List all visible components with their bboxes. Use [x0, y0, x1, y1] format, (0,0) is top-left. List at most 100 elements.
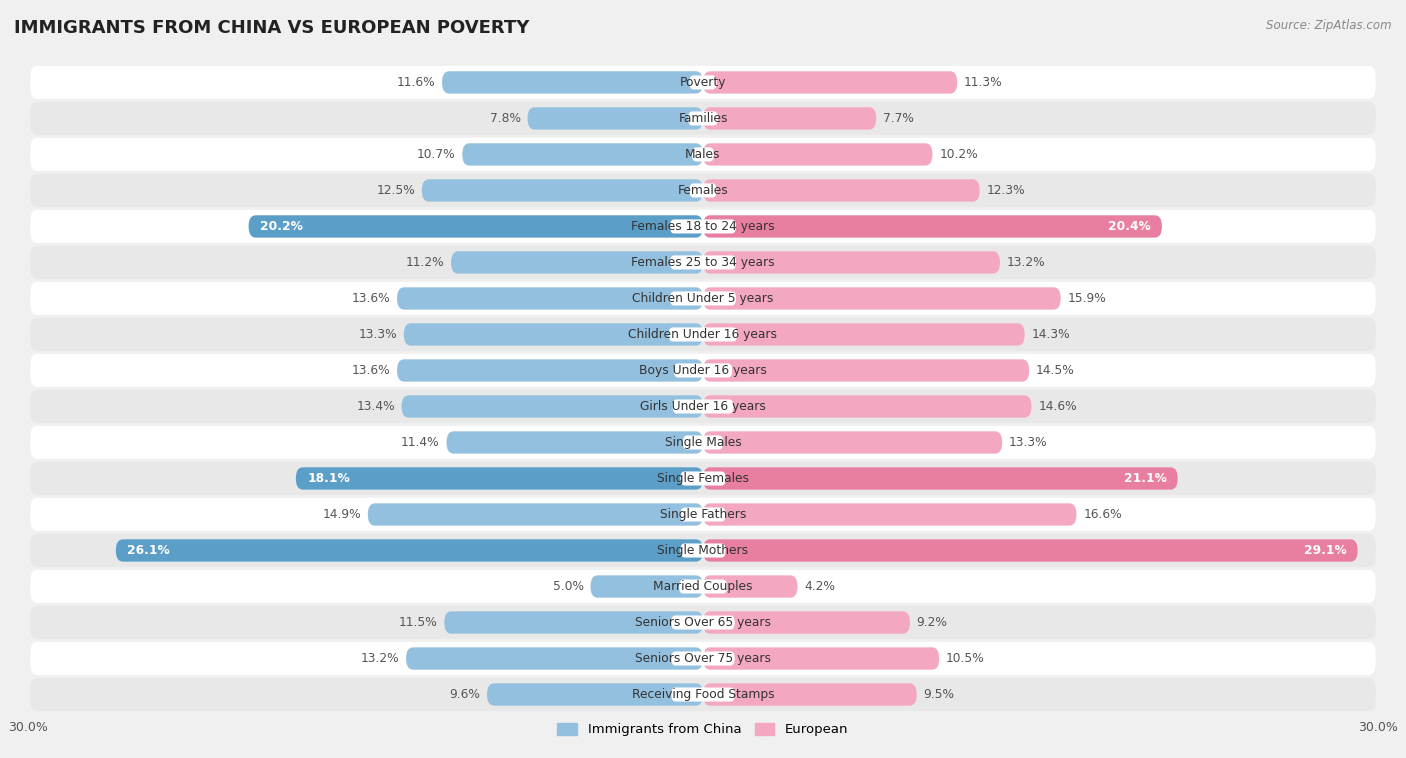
Text: 11.3%: 11.3%: [965, 76, 1002, 89]
FancyBboxPatch shape: [681, 543, 725, 558]
FancyBboxPatch shape: [703, 71, 957, 93]
FancyBboxPatch shape: [451, 252, 703, 274]
FancyBboxPatch shape: [441, 71, 703, 93]
Text: 20.2%: 20.2%: [260, 220, 302, 233]
FancyBboxPatch shape: [689, 183, 717, 198]
FancyBboxPatch shape: [295, 468, 703, 490]
FancyBboxPatch shape: [703, 468, 1178, 490]
FancyBboxPatch shape: [703, 359, 1029, 381]
Text: Poverty: Poverty: [679, 76, 727, 89]
Text: Females: Females: [678, 184, 728, 197]
FancyBboxPatch shape: [31, 642, 1375, 675]
FancyBboxPatch shape: [31, 498, 1375, 531]
Text: 13.3%: 13.3%: [1010, 436, 1047, 449]
Text: Single Males: Single Males: [665, 436, 741, 449]
FancyBboxPatch shape: [249, 215, 703, 237]
Text: Children Under 5 years: Children Under 5 years: [633, 292, 773, 305]
Text: Boys Under 16 years: Boys Under 16 years: [640, 364, 766, 377]
FancyBboxPatch shape: [31, 246, 1375, 279]
Text: Children Under 16 years: Children Under 16 years: [628, 328, 778, 341]
Text: Single Mothers: Single Mothers: [658, 544, 748, 557]
FancyBboxPatch shape: [115, 540, 703, 562]
FancyBboxPatch shape: [703, 431, 1002, 453]
Text: 10.7%: 10.7%: [418, 148, 456, 161]
FancyBboxPatch shape: [486, 684, 703, 706]
FancyBboxPatch shape: [703, 108, 876, 130]
Text: 13.2%: 13.2%: [1007, 256, 1045, 269]
FancyBboxPatch shape: [703, 612, 910, 634]
Text: 9.6%: 9.6%: [450, 688, 481, 701]
Text: 15.9%: 15.9%: [1067, 292, 1107, 305]
Text: 13.4%: 13.4%: [356, 400, 395, 413]
FancyBboxPatch shape: [703, 143, 932, 165]
FancyBboxPatch shape: [703, 252, 1000, 274]
Text: 21.1%: 21.1%: [1123, 472, 1167, 485]
FancyBboxPatch shape: [703, 180, 980, 202]
FancyBboxPatch shape: [31, 318, 1375, 351]
Text: Single Fathers: Single Fathers: [659, 508, 747, 521]
Text: 18.1%: 18.1%: [307, 472, 350, 485]
Text: 10.5%: 10.5%: [946, 652, 984, 665]
Text: 13.3%: 13.3%: [359, 328, 396, 341]
FancyBboxPatch shape: [703, 575, 797, 597]
FancyBboxPatch shape: [703, 396, 1032, 418]
FancyBboxPatch shape: [683, 435, 723, 449]
FancyBboxPatch shape: [31, 462, 1375, 495]
FancyBboxPatch shape: [31, 570, 1375, 603]
FancyBboxPatch shape: [672, 399, 734, 414]
FancyBboxPatch shape: [31, 138, 1375, 171]
FancyBboxPatch shape: [679, 579, 727, 594]
FancyBboxPatch shape: [444, 612, 703, 634]
FancyBboxPatch shape: [671, 291, 735, 305]
Text: Married Couples: Married Couples: [654, 580, 752, 593]
FancyBboxPatch shape: [406, 647, 703, 669]
Text: 13.6%: 13.6%: [352, 364, 391, 377]
FancyBboxPatch shape: [31, 354, 1375, 387]
Text: Seniors Over 65 years: Seniors Over 65 years: [636, 616, 770, 629]
FancyBboxPatch shape: [671, 688, 735, 702]
FancyBboxPatch shape: [669, 327, 737, 342]
FancyBboxPatch shape: [368, 503, 703, 525]
Text: IMMIGRANTS FROM CHINA VS EUROPEAN POVERTY: IMMIGRANTS FROM CHINA VS EUROPEAN POVERT…: [14, 19, 530, 37]
Text: Females 25 to 34 years: Females 25 to 34 years: [631, 256, 775, 269]
FancyBboxPatch shape: [692, 147, 714, 161]
Text: Females 18 to 24 years: Females 18 to 24 years: [631, 220, 775, 233]
FancyBboxPatch shape: [31, 102, 1375, 135]
FancyBboxPatch shape: [703, 503, 1077, 525]
FancyBboxPatch shape: [31, 390, 1375, 423]
Text: 10.2%: 10.2%: [939, 148, 977, 161]
FancyBboxPatch shape: [31, 678, 1375, 711]
FancyBboxPatch shape: [671, 219, 735, 233]
Text: 5.0%: 5.0%: [553, 580, 583, 593]
Text: 11.6%: 11.6%: [396, 76, 436, 89]
Text: Receiving Food Stamps: Receiving Food Stamps: [631, 688, 775, 701]
Text: 13.2%: 13.2%: [361, 652, 399, 665]
FancyBboxPatch shape: [31, 282, 1375, 315]
Text: Girls Under 16 years: Girls Under 16 years: [640, 400, 766, 413]
FancyBboxPatch shape: [673, 363, 733, 377]
Text: Source: ZipAtlas.com: Source: ZipAtlas.com: [1267, 19, 1392, 32]
FancyBboxPatch shape: [689, 75, 717, 89]
FancyBboxPatch shape: [31, 210, 1375, 243]
Text: Males: Males: [685, 148, 721, 161]
FancyBboxPatch shape: [31, 534, 1375, 567]
Text: 16.6%: 16.6%: [1083, 508, 1122, 521]
FancyBboxPatch shape: [703, 684, 917, 706]
FancyBboxPatch shape: [703, 540, 1358, 562]
FancyBboxPatch shape: [447, 431, 703, 453]
Text: 4.2%: 4.2%: [804, 580, 835, 593]
FancyBboxPatch shape: [671, 615, 735, 630]
FancyBboxPatch shape: [703, 287, 1060, 309]
FancyBboxPatch shape: [31, 426, 1375, 459]
FancyBboxPatch shape: [396, 287, 703, 309]
FancyBboxPatch shape: [422, 180, 703, 202]
Text: 11.5%: 11.5%: [399, 616, 437, 629]
Text: 29.1%: 29.1%: [1303, 544, 1347, 557]
Text: 14.5%: 14.5%: [1036, 364, 1074, 377]
Text: 7.8%: 7.8%: [489, 112, 520, 125]
FancyBboxPatch shape: [671, 255, 735, 270]
FancyBboxPatch shape: [591, 575, 703, 597]
FancyBboxPatch shape: [31, 174, 1375, 207]
Text: 12.5%: 12.5%: [377, 184, 415, 197]
Text: Families: Families: [678, 112, 728, 125]
